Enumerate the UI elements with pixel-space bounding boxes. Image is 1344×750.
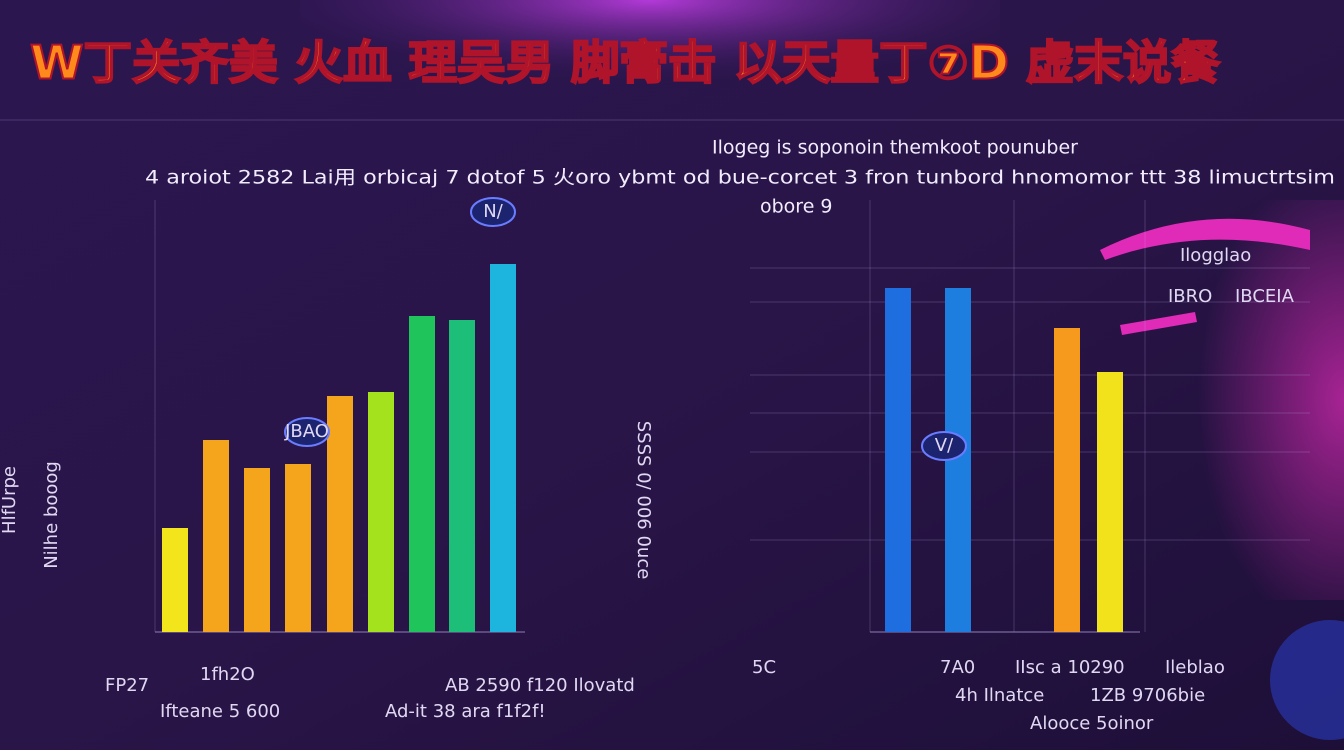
decoration <box>1270 620 1344 740</box>
grid-decoration <box>154 200 1310 632</box>
annotation: 1fh2O <box>200 664 255 685</box>
badge <box>284 417 330 447</box>
annotation: 7A0 <box>940 657 975 678</box>
annotation: V/ <box>935 435 954 456</box>
page-title: W丁关齐美 火血 理吴男 脚膏击 以天量丁⑦D 虚末说餐 <box>30 36 1221 90</box>
annotation: IIsc a 10290 <box>1015 657 1125 678</box>
y-axis-label: Nilhe booog <box>41 461 62 569</box>
bar <box>203 440 229 632</box>
bar <box>285 464 311 632</box>
decoration <box>1120 312 1197 335</box>
glow <box>300 0 1000 140</box>
bar <box>490 264 516 632</box>
annotation: IBRO <box>1168 286 1212 307</box>
subtitle: obore 9 <box>760 196 833 218</box>
bar <box>409 316 435 632</box>
annotation: IBCEIA <box>1235 286 1295 307</box>
annotation: Alooce 5oinor <box>1030 713 1154 734</box>
bar <box>162 528 188 632</box>
bar <box>1054 328 1080 632</box>
annotation: AB 2590 f120 Ilovatd <box>445 675 635 696</box>
annotation: 1ZB 9706bie <box>1090 685 1205 706</box>
annotation: Ileblao <box>1165 657 1225 678</box>
annotation: FP27 <box>105 675 149 696</box>
bar <box>327 396 353 632</box>
side-label: HlfUrpe <box>0 466 20 534</box>
bar <box>244 468 270 632</box>
glow <box>1100 200 1344 600</box>
annotation: 5C <box>752 657 776 678</box>
y-axis-label: SSSS 0/ 006 0uce <box>633 421 654 580</box>
annotation: Ifteane 5 600 <box>160 701 280 722</box>
annotation: N/ <box>483 201 503 222</box>
badge <box>470 197 516 227</box>
decoration <box>1100 218 1310 260</box>
bar <box>885 288 911 632</box>
annotation: JBAO <box>284 421 329 442</box>
bar <box>1097 372 1123 632</box>
badge <box>921 431 967 461</box>
annotation: Ilogglao <box>1180 245 1251 266</box>
annotation: 4h Ilnatce <box>955 685 1044 706</box>
subtitle: Ilogeg is soponoin themkoot pounuber <box>712 137 1078 159</box>
bar <box>449 320 475 632</box>
bar <box>368 392 394 632</box>
annotation: Ad-it 38 ara f1f2f! <box>385 701 546 722</box>
subtitle: 4 aroiot 2582 Lai用 orbicaj 7 dotof 5 火or… <box>145 167 1335 189</box>
